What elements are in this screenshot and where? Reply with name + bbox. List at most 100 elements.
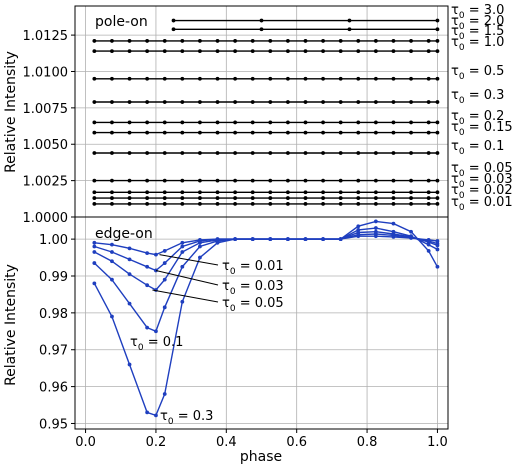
edge-on-data-point [127, 257, 132, 262]
pole-on-data-point [268, 151, 273, 155]
pole-on-data-point [215, 151, 220, 155]
pole-on-data-point [233, 76, 238, 81]
pole-on-data-point [356, 190, 361, 195]
pole-on-data-point [435, 202, 440, 206]
x-tick-label: 0.4 [216, 435, 237, 450]
pole-on-data-point [127, 151, 132, 155]
pole-on-data-point [321, 76, 325, 81]
pole-on-data-point [92, 39, 97, 43]
edge-on-data-point [145, 251, 150, 256]
pole-on-data-point [285, 120, 290, 125]
edge-on-y-tick-label: 0.98 [39, 307, 68, 322]
pole-on-data-point [391, 151, 396, 155]
pole-on-data-point [338, 151, 343, 155]
pole-on-data-point [92, 120, 97, 125]
pole-on-data-point [303, 130, 308, 135]
pole-on-data-point [409, 151, 413, 155]
pole-on-data-point [145, 178, 150, 183]
pole-on-data-point [338, 178, 343, 183]
pole-on-data-point [198, 178, 202, 183]
pole-on-data-point [285, 130, 290, 135]
pole-on-series-label: τ0 = 0.5 [451, 64, 504, 82]
pole-on-data-point [110, 130, 114, 135]
pole-on-data-point [303, 151, 308, 155]
pole-on-data-point [435, 130, 440, 135]
pole-on-data-point [321, 190, 325, 195]
pole-on-data-point [180, 49, 185, 54]
pole-on-data-point [426, 120, 431, 125]
pole-on-data-point [162, 100, 167, 104]
pole-on-data-point [92, 196, 97, 200]
pole-on-data-point [373, 120, 378, 125]
pole-on-data-point [233, 202, 238, 206]
x-tick-label: 0.8 [357, 435, 378, 450]
edge-on-data-point [145, 264, 150, 269]
pole-on-data-point [321, 130, 325, 135]
pole-on-data-point [321, 39, 325, 43]
pole-on-data-point [391, 120, 396, 125]
pole-on-data-point [215, 120, 220, 125]
edge-on-data-point [391, 221, 396, 226]
pole-on-data-point [198, 76, 202, 81]
pole-on-data-point [303, 49, 308, 54]
pole-on-data-point [92, 151, 97, 155]
pole-on-data-point [198, 130, 202, 135]
edge-on-data-point [92, 244, 97, 249]
pole-on-data-point [285, 190, 290, 195]
pole-on-data-point [92, 100, 97, 104]
pole-on-data-point [250, 151, 255, 155]
pole-on-data-point [409, 120, 413, 125]
pole-on-data-point [409, 130, 413, 135]
edge-on-data-point [356, 224, 361, 229]
pole-on-data-point [373, 151, 378, 155]
pole-on-data-point [198, 190, 202, 195]
edge-on-data-point [373, 229, 378, 234]
pole-on-data-point [426, 178, 431, 183]
pole-on-data-point [250, 120, 255, 125]
pole-on-data-point [198, 120, 202, 125]
edge-on-data-point [198, 240, 202, 245]
pole-on-data-point [373, 178, 378, 183]
pole-on-data-point [268, 196, 273, 200]
pole-on-data-point [198, 49, 202, 54]
pole-on-data-point [426, 130, 431, 135]
pole-on-data-point [145, 190, 150, 195]
pole-on-data-point [426, 49, 431, 54]
pole-on-data-point [409, 196, 413, 200]
pole-on-data-point [233, 120, 238, 125]
pole-on-data-point [110, 202, 114, 206]
pole-on-data-point [162, 130, 167, 135]
pole-on-data-point [162, 190, 167, 195]
pole-on-data-point [356, 100, 361, 104]
pole-on-data-point [391, 178, 396, 183]
pole-on-data-point [356, 196, 361, 200]
pole-on-data-point [127, 100, 132, 104]
pole-on-data-point [180, 196, 185, 200]
pole-on-data-point [268, 190, 273, 195]
pole-on-data-point [391, 196, 396, 200]
edge-on-data-point [198, 244, 202, 249]
pole-on-data-point [426, 190, 431, 195]
pole-on-series-label: τ0 = 1.5 [451, 24, 504, 42]
pole-on-data-point [409, 178, 413, 183]
edge-on-y-tick-label: 1.00 [39, 233, 68, 248]
pole-on-data-point [233, 130, 238, 135]
pole-on-data-point [110, 76, 114, 81]
pole-on-data-point [180, 100, 185, 104]
edge-on-panel-label: edge-on [95, 226, 153, 242]
edge-on-data-point [110, 242, 114, 247]
pole-on-data-point [391, 100, 396, 104]
pole-on-data-point [127, 76, 132, 81]
pole-on-data-point [321, 151, 325, 155]
pole-on-data-point [435, 27, 440, 32]
pole-on-data-point [198, 196, 202, 200]
edge-on-data-point [435, 264, 440, 269]
edge-on-data-point [285, 237, 290, 242]
pole-on-data-point [347, 18, 352, 23]
edge-on-data-point [127, 272, 132, 277]
edge-on-data-point [180, 250, 185, 254]
pole-on-data-point [285, 202, 290, 206]
pole-on-panel-label: pole-on [95, 14, 148, 30]
pole-on-data-point [321, 49, 325, 54]
